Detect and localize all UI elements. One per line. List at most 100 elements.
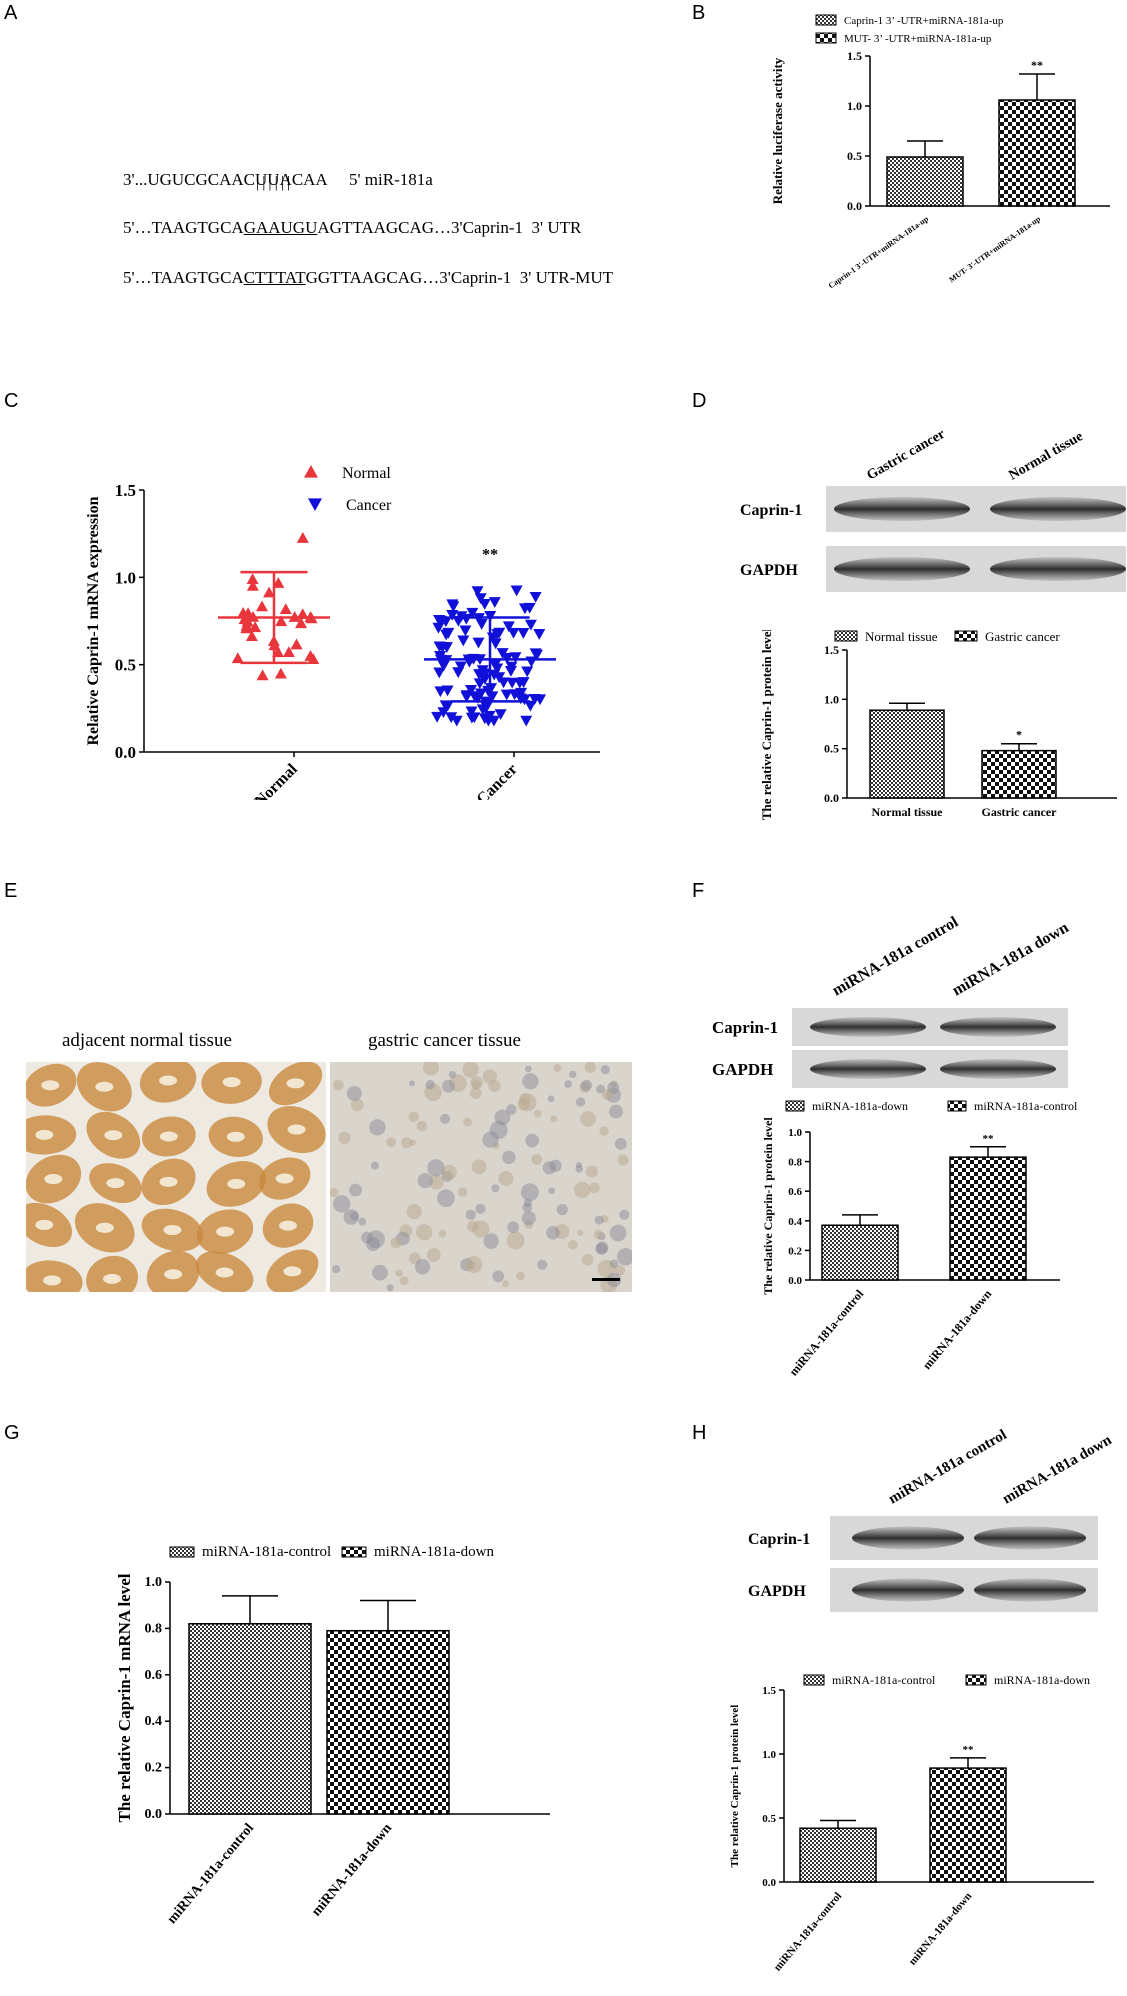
tissue-cell (515, 1271, 525, 1281)
tissue-cell (350, 1098, 364, 1112)
mut-seq-prefix: 5'…TAAGTGCA (123, 268, 244, 287)
tissue-cell (416, 1120, 428, 1132)
gland-lumen (103, 1273, 122, 1284)
y-tick-label: 0.8 (788, 1157, 802, 1169)
data-point-cancer (440, 642, 453, 653)
x-tick-label: Caprin-1 3'-UTR+miRNA-181a-up (827, 214, 931, 290)
ihc-images (26, 1062, 632, 1292)
tissue-cell (442, 1079, 455, 1093)
y-tick-label: 0.0 (115, 743, 136, 762)
data-point-cancer (437, 660, 450, 672)
tissue-cell (349, 1183, 362, 1197)
data-point-cancer (508, 689, 521, 701)
x-tick-label: miRNA-181a-control (786, 1286, 866, 1378)
blot-band (990, 557, 1126, 581)
gland-lumen (163, 1225, 182, 1236)
gland-lumen (44, 1174, 63, 1185)
bar (949, 1156, 1027, 1281)
legend-label: miRNA-181a-control (832, 1673, 936, 1687)
data-point-normal (249, 621, 262, 633)
x-tick-label: MUT- 3'-UTR+miRNA-181a-up (947, 214, 1042, 284)
y-tick-label: 1.0 (762, 1749, 776, 1761)
blot-band (974, 1526, 1086, 1550)
blot-band (990, 497, 1126, 521)
data-point-cancer (530, 649, 543, 661)
legend-label: Cancer (346, 497, 392, 514)
legend-swatch (803, 1674, 825, 1686)
tissue-cell (601, 1089, 613, 1100)
tissue-cell (438, 1229, 447, 1238)
bar (869, 709, 945, 799)
tissue-cell (594, 1215, 604, 1225)
data-point-cancer (471, 586, 484, 598)
western-blot-d: Gastric cancer Normal tissue Caprin-1 GAPDH (740, 427, 1126, 592)
data-point-cancer (524, 619, 537, 631)
y-tick-label: 0.2 (145, 1761, 163, 1776)
legend-label: Normal (342, 465, 391, 482)
y-tick-label: 0.5 (762, 1813, 776, 1825)
data-point-cancer (525, 656, 538, 668)
y-axis-label: Relative Caprin-1 mRNA expression (85, 496, 102, 745)
tissue-cell (491, 1184, 500, 1193)
x-tick-label: Normal (252, 760, 301, 800)
data-point-normal (263, 586, 276, 598)
lane-label: miRNA-181a control (830, 913, 962, 999)
tissue-cell (465, 1255, 483, 1274)
tissue-cell (569, 1070, 577, 1079)
legend-swatch (169, 1546, 195, 1558)
data-point-cancer (520, 715, 533, 727)
row-label: Caprin-1 (712, 1018, 778, 1037)
y-tick-label: 1.5 (847, 49, 862, 63)
gland-lumen (159, 1131, 178, 1142)
data-point-normal (295, 617, 308, 629)
y-axis-label: The relative Caprin-1 protein level (759, 630, 774, 820)
tissue-cell (522, 1202, 533, 1213)
gland-lumen (35, 1219, 54, 1230)
data-point-normal (307, 653, 320, 664)
legend-swatch (965, 1674, 987, 1686)
tissue-cell (522, 1073, 539, 1090)
tissue-cell (617, 1154, 629, 1166)
data-point-cancer (471, 693, 484, 704)
tissue-cell (564, 1080, 573, 1088)
tissue-cell (542, 1161, 556, 1175)
legend-marker-normal (304, 465, 318, 478)
tissue-cell (521, 1211, 536, 1226)
tissue-cell (346, 1085, 362, 1101)
tissue-cell (575, 1097, 586, 1107)
data-point-cancer (500, 689, 513, 701)
tissue-cell (399, 1276, 409, 1286)
tissue-cell (426, 1248, 441, 1262)
tissue-cell (537, 1259, 548, 1270)
data-point-cancer (505, 661, 518, 673)
chart-d-protein-bar: Normal tissue Gastric cancer 0.0 0.5 1.0 1.5 T… (759, 630, 1117, 820)
blot-band (940, 1059, 1056, 1079)
gland-lumen (95, 1222, 114, 1233)
tissue-cell (547, 1095, 555, 1103)
lane-label: miRNA-181a control (886, 1427, 1010, 1508)
tissue-cell (369, 1119, 386, 1136)
tissue-cell (533, 1109, 542, 1118)
data-point-normal (231, 652, 244, 664)
y-tick-label: 1.0 (145, 1575, 163, 1590)
y-tick-label: 0.4 (788, 1216, 802, 1228)
row-label: GAPDH (748, 1583, 806, 1600)
bar (929, 1767, 1007, 1883)
mirna-sequence: 3'...UGUCGCAACUUACAA (123, 170, 328, 189)
tissue-cell (489, 1120, 508, 1139)
gland-lumen (275, 1173, 294, 1184)
ihc-normal-label: adjacent normal tissue (62, 1030, 232, 1051)
gland-lumen (226, 1131, 245, 1142)
data-point-cancer (473, 678, 486, 690)
gland-lumen (164, 1269, 183, 1280)
data-point-cancer (454, 661, 467, 673)
data-point-normal (272, 577, 285, 588)
data-point-cancer (474, 593, 487, 605)
blot-band (810, 1017, 926, 1037)
wildtype-utr-sequence: 5'…TAAGTGCAGAAUGUAGTTAAGCAG…3'Caprin-1 3… (106, 198, 581, 258)
wt-seq-suffix: AGTTAAGCAG…3'Caprin-1 3' UTR (317, 218, 582, 237)
y-axis-label: The relative Caprin-1 protein level (761, 1117, 775, 1295)
data-point-cancer (447, 601, 460, 613)
tissue-cell (616, 1248, 632, 1266)
